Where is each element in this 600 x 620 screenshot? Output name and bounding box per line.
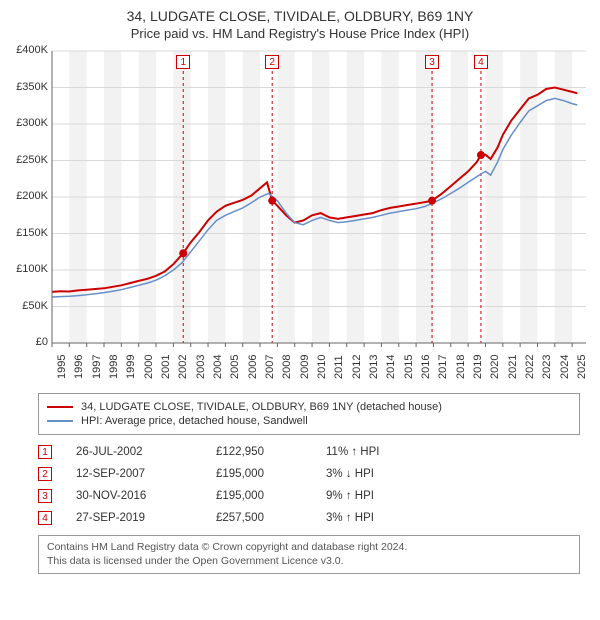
y-tick-label: £150K bbox=[10, 227, 48, 239]
event-pct: 3% ↓ HPI bbox=[326, 468, 446, 480]
event-pct: 3% ↑ HPI bbox=[326, 512, 446, 524]
x-tick-label: 2015 bbox=[403, 355, 409, 379]
y-tick-label: £400K bbox=[10, 44, 48, 56]
legend-swatch bbox=[47, 406, 73, 408]
event-date: 30-NOV-2016 bbox=[76, 490, 216, 502]
x-tick-label: 1996 bbox=[73, 355, 79, 379]
x-tick-label: 2003 bbox=[195, 355, 201, 379]
x-tick-label: 2002 bbox=[177, 355, 183, 379]
event-price: £195,000 bbox=[216, 468, 326, 480]
event-marker-1: 1 bbox=[176, 55, 190, 69]
x-tick-label: 1999 bbox=[125, 355, 131, 379]
y-tick-label: £50K bbox=[10, 300, 48, 312]
legend-label: 34, LUDGATE CLOSE, TIVIDALE, OLDBURY, B6… bbox=[81, 401, 442, 413]
title-address: 34, LUDGATE CLOSE, TIVIDALE, OLDBURY, B6… bbox=[10, 8, 590, 24]
y-tick-label: £200K bbox=[10, 190, 48, 202]
event-price: £122,950 bbox=[216, 446, 326, 458]
legend: 34, LUDGATE CLOSE, TIVIDALE, OLDBURY, B6… bbox=[38, 393, 580, 435]
y-tick-label: £300K bbox=[10, 117, 48, 129]
legend-swatch bbox=[47, 420, 73, 422]
x-tick-label: 2012 bbox=[351, 355, 357, 379]
x-tick-label: 2024 bbox=[559, 355, 565, 379]
x-tick-label: 2000 bbox=[143, 355, 149, 379]
x-tick-label: 2020 bbox=[489, 355, 495, 379]
x-tick-label: 2009 bbox=[299, 355, 305, 379]
x-tick-label: 2005 bbox=[229, 355, 235, 379]
event-marker-2: 2 bbox=[265, 55, 279, 69]
x-tick-label: 2013 bbox=[368, 355, 374, 379]
x-tick-label: 2016 bbox=[420, 355, 426, 379]
event-number-box: 3 bbox=[38, 489, 52, 503]
x-tick-label: 2001 bbox=[160, 355, 166, 379]
x-tick-label: 2011 bbox=[333, 355, 339, 379]
x-tick-label: 2004 bbox=[212, 355, 218, 379]
footer-line-2: This data is licensed under the Open Gov… bbox=[47, 555, 571, 569]
x-tick-label: 1998 bbox=[108, 355, 114, 379]
events-table: 1 26-JUL-2002£122,95011% ↑ HPI 2 12-SEP-200… bbox=[38, 441, 580, 529]
legend-item: HPI: Average price, detached house, Sand… bbox=[47, 415, 571, 427]
event-pct: 11% ↑ HPI bbox=[326, 446, 446, 458]
x-tick-label: 2021 bbox=[507, 355, 513, 379]
event-number-box: 2 bbox=[38, 467, 52, 481]
chart: £0£50K£100K£150K£200K£250K£300K£350K£400… bbox=[10, 45, 590, 385]
x-tick-label: 2010 bbox=[316, 355, 322, 379]
title-subtitle: Price paid vs. HM Land Registry's House … bbox=[10, 26, 590, 41]
y-tick-label: £250K bbox=[10, 154, 48, 166]
x-tick-label: 2019 bbox=[472, 355, 478, 379]
chart-svg bbox=[10, 45, 590, 385]
x-tick-label: 2022 bbox=[524, 355, 530, 379]
x-tick-label: 2023 bbox=[541, 355, 547, 379]
x-tick-label: 2025 bbox=[576, 355, 582, 379]
x-tick-label: 2017 bbox=[437, 355, 443, 379]
y-tick-label: £100K bbox=[10, 263, 48, 275]
event-marker-4: 4 bbox=[474, 55, 488, 69]
event-price: £257,500 bbox=[216, 512, 326, 524]
event-marker-3: 3 bbox=[425, 55, 439, 69]
x-axis-labels: 1995 1996 1997 1998 1999 2000 2001 2002 2003 2004… bbox=[10, 345, 590, 385]
event-date: 12-SEP-2007 bbox=[76, 468, 216, 480]
page: 34, LUDGATE CLOSE, TIVIDALE, OLDBURY, B6… bbox=[0, 0, 600, 620]
x-tick-label: 2008 bbox=[281, 355, 287, 379]
event-row-3: 3 30-NOV-2016£195,0009% ↑ HPI bbox=[38, 485, 580, 507]
y-tick-label: £350K bbox=[10, 81, 48, 93]
x-tick-label: 2007 bbox=[264, 355, 270, 379]
event-number-box: 4 bbox=[38, 511, 52, 525]
event-price: £195,000 bbox=[216, 490, 326, 502]
event-row-2: 2 12-SEP-2007£195,0003% ↓ HPI bbox=[38, 463, 580, 485]
event-row-4: 4 27-SEP-2019£257,5003% ↑ HPI bbox=[38, 507, 580, 529]
x-tick-label: 1995 bbox=[56, 355, 62, 379]
x-tick-label: 2014 bbox=[385, 355, 391, 379]
event-row-1: 1 26-JUL-2002£122,95011% ↑ HPI bbox=[38, 441, 580, 463]
event-date: 26-JUL-2002 bbox=[76, 446, 216, 458]
legend-item: 34, LUDGATE CLOSE, TIVIDALE, OLDBURY, B6… bbox=[47, 401, 571, 413]
event-date: 27-SEP-2019 bbox=[76, 512, 216, 524]
attribution-footer: Contains HM Land Registry data © Crown c… bbox=[38, 535, 580, 574]
legend-label: HPI: Average price, detached house, Sand… bbox=[81, 415, 308, 427]
event-pct: 9% ↑ HPI bbox=[326, 490, 446, 502]
title-block: 34, LUDGATE CLOSE, TIVIDALE, OLDBURY, B6… bbox=[0, 0, 600, 45]
footer-line-1: Contains HM Land Registry data © Crown c… bbox=[47, 541, 571, 555]
x-tick-label: 2006 bbox=[247, 355, 253, 379]
x-tick-label: 1997 bbox=[91, 355, 97, 379]
event-number-box: 1 bbox=[38, 445, 52, 459]
x-tick-label: 2018 bbox=[455, 355, 461, 379]
